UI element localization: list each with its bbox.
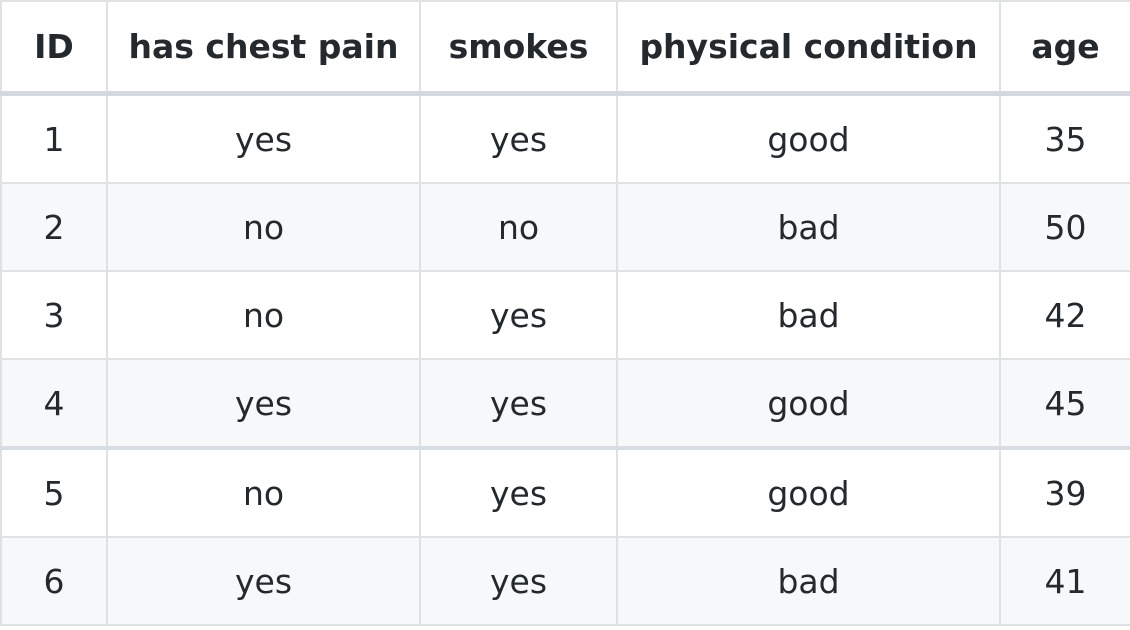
cell-has-chest-pain: yes xyxy=(106,358,421,450)
cell-physical-condition: good xyxy=(616,447,1001,538)
cell-age: 50 xyxy=(999,182,1130,272)
cell-physical-condition: bad xyxy=(616,182,1001,272)
cell-id: 6 xyxy=(0,536,108,626)
cell-id: 4 xyxy=(0,358,108,450)
table-row: 5 no yes good 39 xyxy=(0,447,1130,538)
table-row: 4 yes yes good 45 xyxy=(0,358,1130,450)
cell-has-chest-pain: yes xyxy=(106,536,421,626)
cell-age: 35 xyxy=(999,92,1130,184)
cell-has-chest-pain: no xyxy=(106,270,421,360)
table-row: 1 yes yes good 35 xyxy=(0,92,1130,184)
cell-id: 1 xyxy=(0,92,108,184)
cell-has-chest-pain: no xyxy=(106,447,421,538)
cell-id: 3 xyxy=(0,270,108,360)
cell-smokes: yes xyxy=(419,536,618,626)
cell-age: 39 xyxy=(999,447,1130,538)
cell-age: 45 xyxy=(999,358,1130,450)
table-row: 3 no yes bad 42 xyxy=(0,270,1130,360)
header-smokes: smokes xyxy=(419,0,618,95)
cell-physical-condition: bad xyxy=(616,270,1001,360)
cell-smokes: yes xyxy=(419,447,618,538)
header-age: age xyxy=(999,0,1130,95)
cell-has-chest-pain: yes xyxy=(106,92,421,184)
header-has-chest-pain: has chest pain xyxy=(106,0,421,95)
header-row: ID has chest pain smokes physical condit… xyxy=(0,0,1130,95)
table-row: 6 yes yes bad 41 xyxy=(0,536,1130,626)
cell-smokes: yes xyxy=(419,92,618,184)
header-physical-condition: physical condition xyxy=(616,0,1001,95)
cell-physical-condition: good xyxy=(616,92,1001,184)
cell-smokes: no xyxy=(419,182,618,272)
table-header: ID has chest pain smokes physical condit… xyxy=(0,0,1130,95)
cell-age: 41 xyxy=(999,536,1130,626)
header-id: ID xyxy=(0,0,108,95)
table-row: 2 no no bad 50 xyxy=(0,182,1130,272)
cell-id: 5 xyxy=(0,447,108,538)
cell-has-chest-pain: no xyxy=(106,182,421,272)
cell-physical-condition: bad xyxy=(616,536,1001,626)
cell-id: 2 xyxy=(0,182,108,272)
table-body: 1 yes yes good 35 2 no no bad 50 3 no ye… xyxy=(0,92,1130,626)
cell-physical-condition: good xyxy=(616,358,1001,450)
cell-smokes: yes xyxy=(419,358,618,450)
cell-age: 42 xyxy=(999,270,1130,360)
cell-smokes: yes xyxy=(419,270,618,360)
